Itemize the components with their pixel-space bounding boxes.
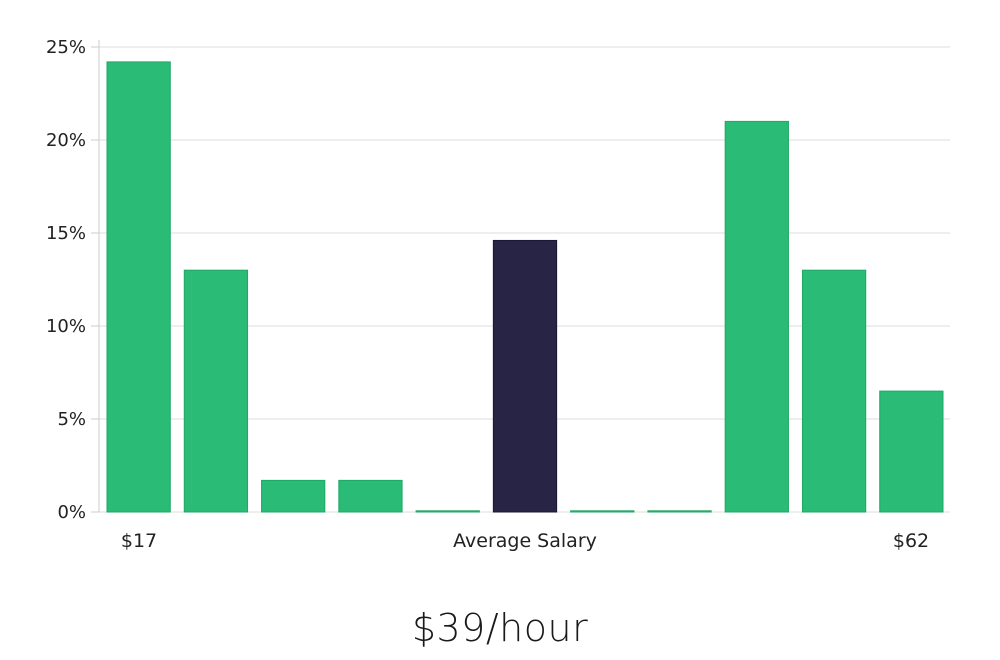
salary-distribution-chart: 0% 5% 10% 15% 20% 25% $17 Average Salary $62	[46, 37, 950, 552]
y-tick-label-20: 20%	[46, 130, 86, 151]
y-tick-label-15: 15%	[46, 223, 86, 244]
x-label-min: $17	[121, 530, 157, 552]
bars	[106, 61, 944, 513]
bar-2	[183, 269, 249, 513]
y-tick-label-5: 5%	[57, 409, 86, 430]
bar-4	[338, 479, 403, 513]
bar-5	[415, 510, 480, 513]
bar-9	[724, 120, 789, 513]
bar-average-salary	[492, 239, 558, 513]
average-hourly-salary: $39/hour	[411, 606, 589, 650]
y-tick-label-25: 25%	[46, 37, 86, 58]
y-axis-ticks: 0% 5% 10% 15% 20% 25%	[46, 37, 99, 523]
y-tick-label-10: 10%	[46, 316, 86, 337]
bar-10	[801, 269, 867, 513]
bar-8	[647, 510, 712, 513]
bar-7	[570, 510, 635, 513]
bar-11	[879, 390, 944, 513]
x-label-max: $62	[893, 530, 929, 552]
bar-3	[261, 479, 326, 513]
y-tick-label-0: 0%	[57, 502, 86, 523]
bar-1	[106, 61, 171, 513]
x-label-center: Average Salary	[453, 530, 597, 552]
